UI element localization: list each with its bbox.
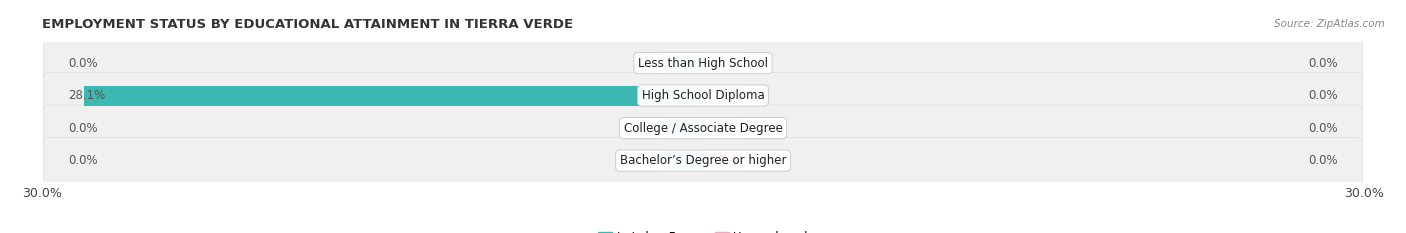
Text: 0.0%: 0.0% [69,154,98,167]
Text: 0.0%: 0.0% [69,57,98,70]
Text: 0.0%: 0.0% [1308,154,1337,167]
Text: 0.0%: 0.0% [69,122,98,135]
Bar [703,118,742,138]
FancyBboxPatch shape [44,137,1362,184]
Text: College / Associate Degree: College / Associate Degree [624,122,782,135]
Bar [664,118,703,138]
Text: 0.0%: 0.0% [1308,57,1337,70]
FancyBboxPatch shape [44,40,1362,86]
FancyBboxPatch shape [44,72,1362,119]
Text: 28.1%: 28.1% [69,89,105,102]
Bar [703,53,742,73]
Text: 0.0%: 0.0% [1308,89,1337,102]
Text: High School Diploma: High School Diploma [641,89,765,102]
Text: 0.0%: 0.0% [1308,122,1337,135]
Text: Bachelor’s Degree or higher: Bachelor’s Degree or higher [620,154,786,167]
Legend: In Labor Force, Unemployed: In Labor Force, Unemployed [593,226,813,233]
Text: Source: ZipAtlas.com: Source: ZipAtlas.com [1274,19,1385,29]
Text: EMPLOYMENT STATUS BY EDUCATIONAL ATTAINMENT IN TIERRA VERDE: EMPLOYMENT STATUS BY EDUCATIONAL ATTAINM… [42,18,574,31]
Text: Less than High School: Less than High School [638,57,768,70]
FancyBboxPatch shape [44,105,1362,151]
Bar [664,151,703,171]
Bar [84,86,703,106]
Bar [703,86,742,106]
Bar [664,53,703,73]
Bar [703,151,742,171]
